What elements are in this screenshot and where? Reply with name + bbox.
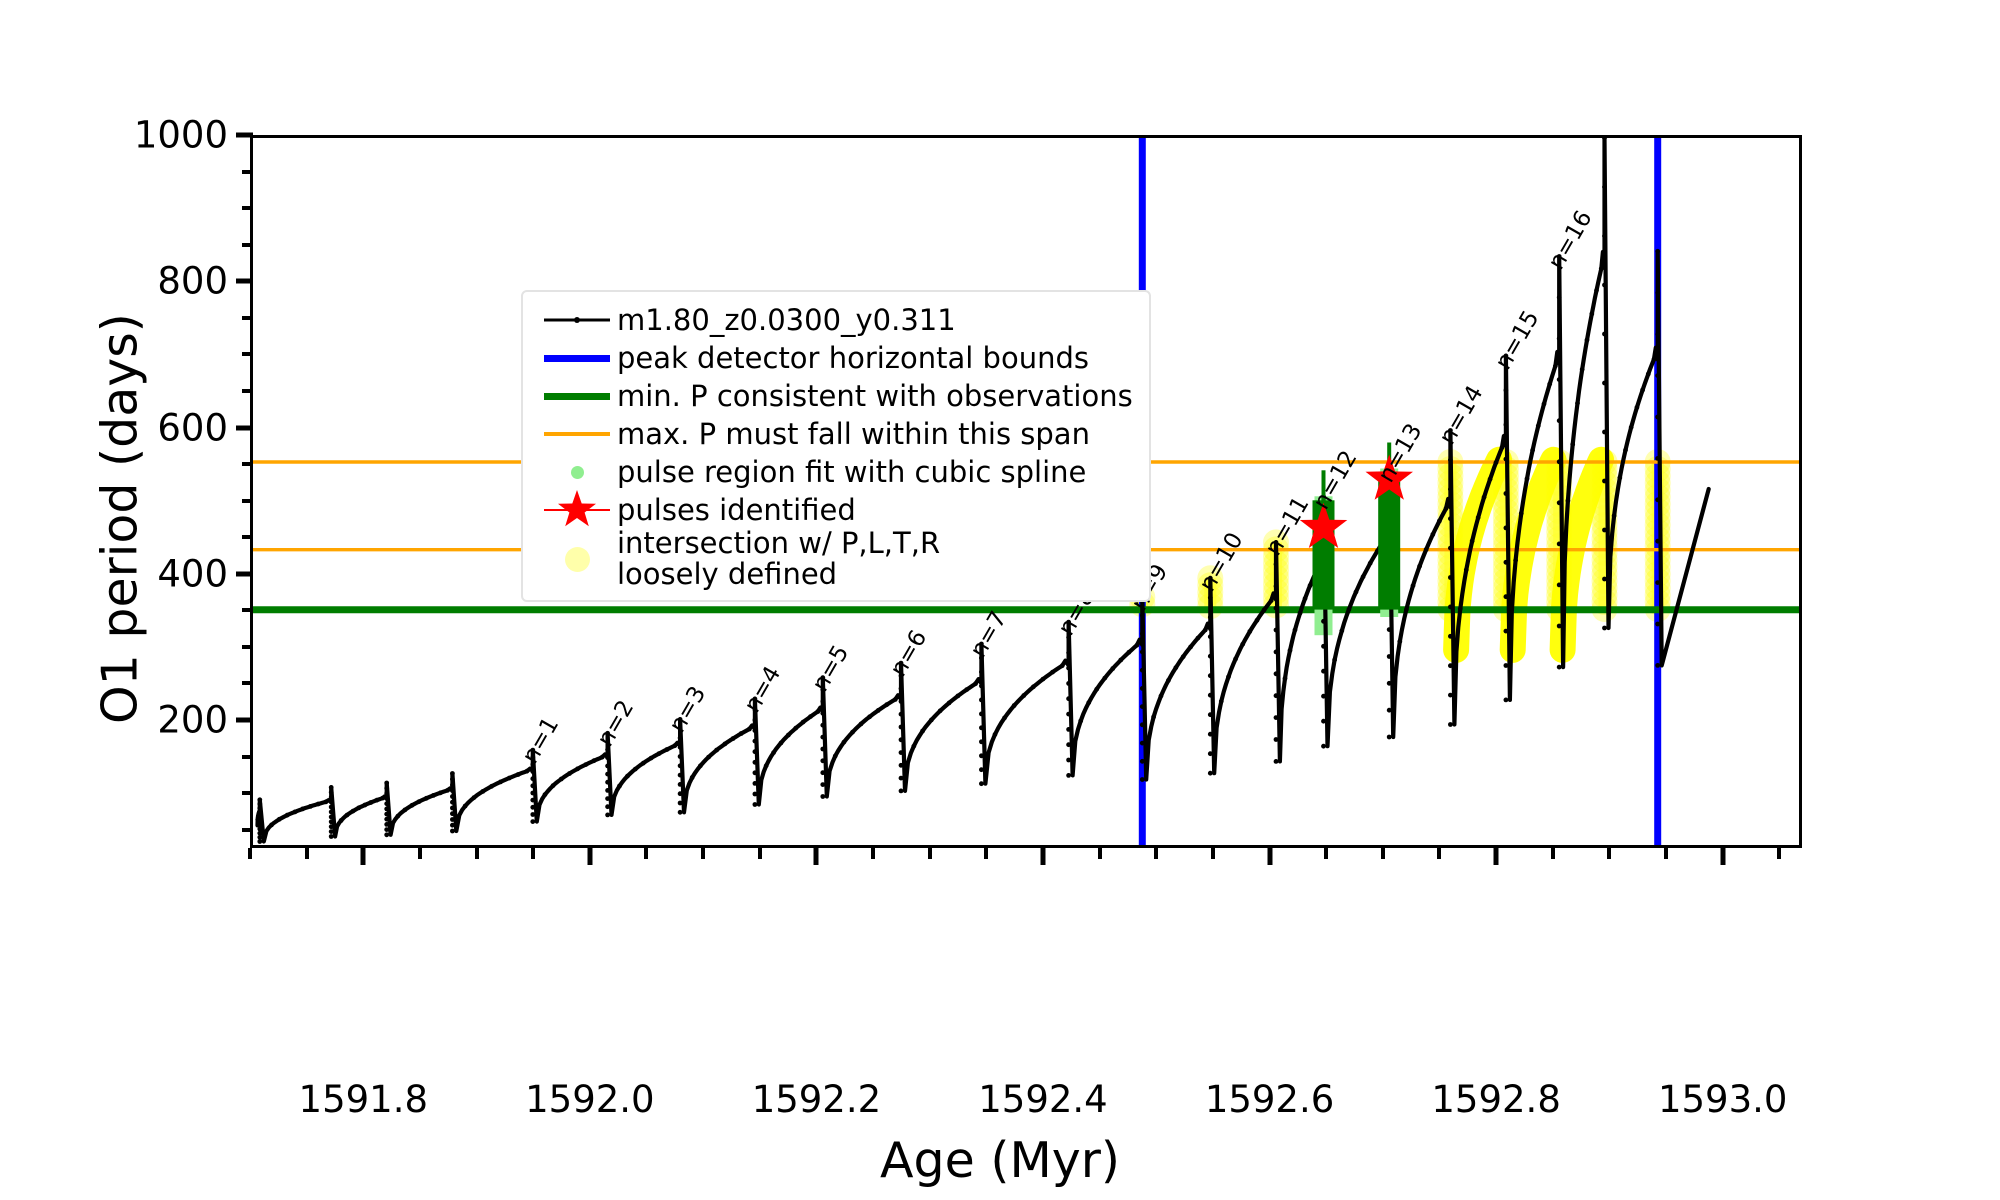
x-minor-tick — [1437, 848, 1442, 859]
x-tick-mark — [1720, 848, 1726, 865]
y-minor-tick — [242, 242, 253, 247]
x-tick-label: 1593.0 — [1657, 1078, 1788, 1121]
y-tick-mark — [236, 717, 253, 723]
x-minor-tick — [1550, 848, 1555, 859]
legend-item-label: peak detector horizontal bounds — [617, 340, 1089, 375]
x-tick-mark — [1267, 848, 1273, 865]
x-tick-label: 1592.6 — [1204, 1078, 1335, 1121]
y-minor-tick — [242, 644, 253, 649]
x-minor-tick — [757, 848, 762, 859]
x-minor-tick — [644, 848, 649, 859]
legend-item[interactable]: max. P must fall within this span — [537, 415, 1133, 453]
x-minor-tick — [474, 848, 479, 859]
x-tick-mark — [587, 848, 593, 865]
legend-dot-icon — [537, 465, 617, 479]
y-minor-tick — [242, 206, 253, 211]
y-minor-tick — [242, 827, 253, 832]
x-minor-tick — [1154, 848, 1159, 859]
legend-item[interactable]: pulse region fit with cubic spline — [537, 453, 1133, 491]
x-minor-tick — [248, 848, 252, 859]
legend-thin-line-icon — [537, 432, 617, 436]
legend-line-swatch — [544, 392, 610, 400]
x-tick-mark — [813, 848, 819, 865]
y-minor-tick — [242, 681, 253, 686]
x-tick-label: 1592.2 — [751, 1078, 882, 1121]
x-minor-tick — [701, 848, 706, 859]
legend-item-label: pulse region fit with cubic spline — [617, 454, 1087, 489]
legend: m1.80_z0.0300_y0.311 peak detector horizo… — [521, 290, 1151, 602]
x-minor-tick — [1097, 848, 1102, 859]
y-axis-label: O1 period (days) — [91, 313, 149, 724]
y-minor-tick — [242, 791, 253, 796]
x-minor-tick — [417, 848, 422, 859]
legend-item[interactable]: intersection w/ P,L,T,R loosely defined — [537, 526, 1133, 591]
x-minor-tick — [984, 848, 989, 859]
x-minor-tick — [304, 848, 309, 859]
plot-clip: n=1n=2n=3n=4n=5n=6n=7n=8n=9n=10n=11n=12n… — [253, 138, 1799, 845]
legend-blob-swatch — [564, 546, 590, 572]
y-tick-mark — [236, 571, 253, 577]
x-minor-tick — [871, 848, 876, 859]
x-minor-tick — [1380, 848, 1385, 859]
y-tick-label: 800 — [157, 259, 228, 303]
x-tick-mark — [1040, 848, 1046, 865]
legend-dot-swatch — [570, 465, 584, 479]
legend-item-label: min. P consistent with observations — [617, 378, 1133, 413]
legend-item[interactable]: peak detector horizontal bounds — [537, 339, 1133, 377]
pulses-identified — [1299, 454, 1413, 548]
legend-line-swatch — [544, 354, 610, 362]
y-minor-tick — [242, 754, 253, 759]
legend-thick-line-icon — [537, 354, 617, 362]
legend-item-label: m1.80_z0.0300_y0.311 — [617, 302, 956, 337]
y-tick-mark — [236, 425, 253, 430]
x-minor-tick — [1607, 848, 1612, 859]
x-minor-tick — [1210, 848, 1215, 859]
legend-item[interactable]: m1.80_z0.0300_y0.311 — [537, 301, 1133, 339]
y-minor-tick — [242, 462, 253, 467]
y-tick-mark — [236, 278, 253, 284]
x-tick-label: 1592.8 — [1431, 1078, 1561, 1121]
y-minor-tick — [242, 535, 253, 540]
x-minor-tick — [1324, 848, 1329, 859]
y-tick-label: 200 — [157, 698, 228, 742]
legend-item-label: pulses identified — [617, 492, 856, 527]
legend-blob-icon — [537, 546, 617, 572]
x-tick-label: 1591.8 — [298, 1078, 429, 1121]
y-tick-label: 1000 — [133, 113, 228, 157]
legend-line-marker-icon — [537, 312, 617, 328]
legend-star-icon — [537, 488, 617, 532]
y-tick-label: 400 — [157, 552, 228, 596]
y-minor-tick — [242, 498, 253, 503]
plot-area: n=1n=2n=3n=4n=5n=6n=7n=8n=9n=10n=11n=12n… — [250, 135, 1802, 848]
x-tick-label: 1592.4 — [978, 1078, 1108, 1121]
y-tick-label: 600 — [157, 406, 228, 449]
legend-item-label: intersection w/ P,L,T,R loosely defined — [617, 526, 941, 591]
legend-thick-line-icon — [537, 392, 617, 400]
legend-item[interactable]: pulses identified — [537, 488, 1133, 532]
x-minor-tick — [531, 848, 536, 859]
x-minor-tick — [927, 848, 932, 859]
y-minor-tick — [242, 388, 253, 393]
x-minor-tick — [1664, 848, 1669, 859]
x-tick-mark — [1493, 848, 1499, 865]
x-axis-label: Age (Myr) — [880, 1132, 1120, 1189]
y-tick-mark — [236, 132, 253, 138]
x-tick-mark — [360, 848, 366, 865]
y-minor-tick — [242, 315, 253, 320]
x-minor-tick — [1777, 848, 1782, 859]
y-minor-tick — [242, 608, 253, 613]
y-minor-tick — [242, 169, 253, 174]
model-track — [255, 138, 1711, 844]
legend-line-swatch — [544, 432, 610, 436]
x-tick-label: 1592.0 — [525, 1078, 655, 1121]
plot-svg — [253, 138, 1799, 845]
legend-item-label: max. P must fall within this span — [617, 416, 1090, 451]
y-minor-tick — [242, 352, 253, 357]
legend-item[interactable]: min. P consistent with observations — [537, 377, 1133, 415]
